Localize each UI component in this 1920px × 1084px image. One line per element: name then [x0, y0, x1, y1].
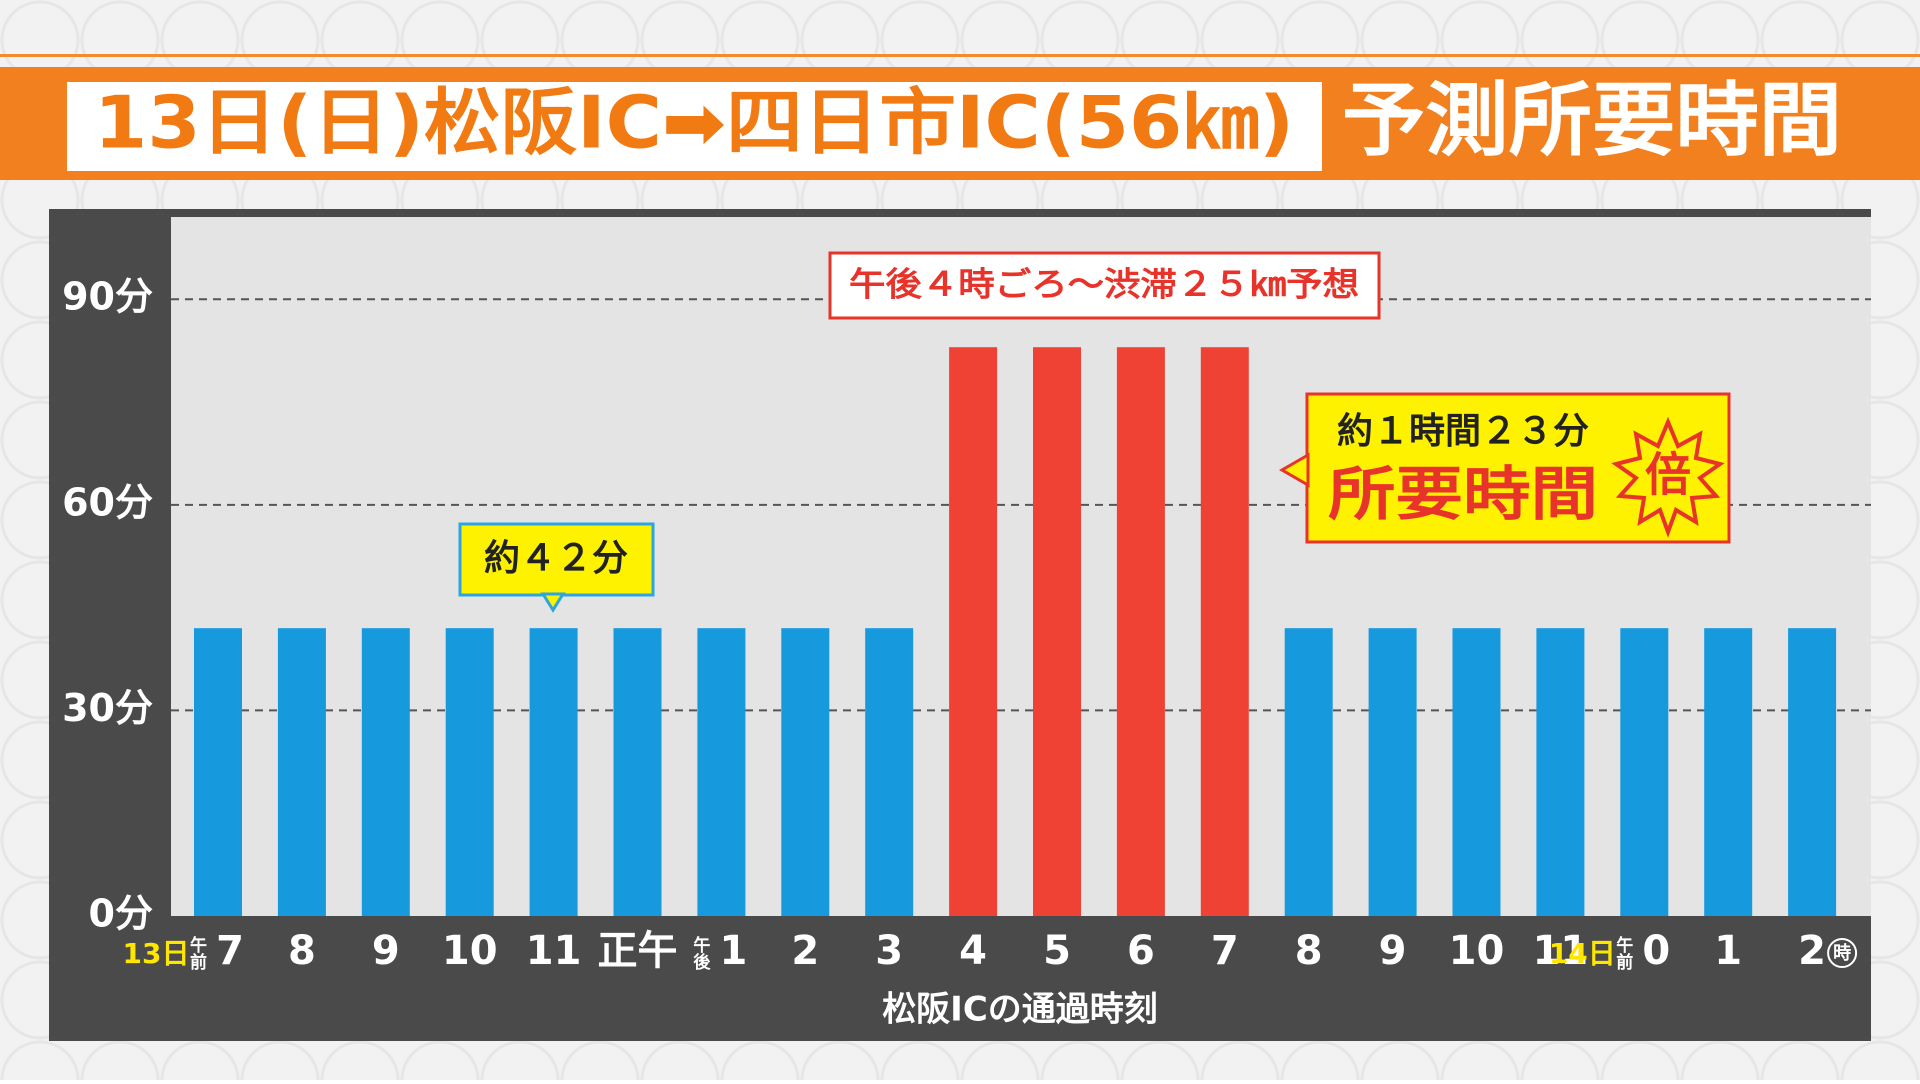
- x-tick-prefix: 午前: [1612, 935, 1633, 971]
- bar: [1452, 628, 1501, 916]
- annotation-badge: 倍: [1645, 448, 1691, 502]
- x-tick-label: 11: [1533, 928, 1589, 974]
- x-tick-label: 10: [1449, 928, 1505, 974]
- bar: [194, 628, 242, 916]
- x-tick-label: 3: [875, 928, 903, 974]
- x-tick-label: 9: [372, 928, 400, 974]
- x-tick-label: 1: [1714, 928, 1742, 974]
- title-box: [67, 82, 1322, 171]
- plot-area: [171, 217, 1871, 916]
- x-tick-label: 8: [288, 928, 316, 974]
- annotation-typical: 約４２分: [484, 538, 628, 579]
- x-tick-label: 7: [1211, 928, 1239, 974]
- x-tick-label: 5: [1043, 928, 1071, 974]
- y-tick-label: 90分: [62, 275, 153, 319]
- bar: [445, 628, 494, 916]
- bar: [1704, 628, 1753, 916]
- x-tick-label: 2: [791, 928, 819, 974]
- x-tick-label: 正午: [598, 928, 678, 974]
- annotation-peak-label: 所要時間: [1328, 460, 1598, 528]
- x-tick-label: 1: [719, 928, 747, 974]
- y-tick-label: 30分: [62, 686, 153, 730]
- bar: [1368, 628, 1417, 916]
- x-tick-label: 8: [1295, 928, 1323, 974]
- bar: [1033, 347, 1081, 916]
- bar: [1200, 347, 1249, 916]
- x-tick-label: 4: [959, 928, 987, 974]
- bar: [1536, 628, 1585, 916]
- bar: [697, 628, 746, 916]
- bar: [781, 628, 830, 916]
- bar: [1284, 628, 1333, 916]
- x-tick-label: 7: [216, 928, 244, 974]
- x-date-label: 14日: [1549, 937, 1616, 970]
- annotation-pointer: [540, 592, 566, 613]
- bar: [613, 628, 662, 916]
- x-tick-label: 10: [442, 928, 498, 974]
- annotation-peak-time: 約１時間２３分: [1337, 411, 1589, 452]
- y-tick-label: 0分: [89, 892, 153, 936]
- chart-title: 13日(日)松阪IC➡四日市IC(56㎞): [94, 81, 1294, 165]
- x-unit-badge: [1827, 938, 1858, 968]
- badge-burst: [1611, 416, 1725, 538]
- x-tick-label: 6: [1127, 928, 1155, 974]
- x-tick-label: 2: [1798, 928, 1826, 974]
- annotation-box: [458, 522, 655, 597]
- x-tick-prefix: 午前: [186, 935, 207, 971]
- x-tick-label: 9: [1379, 928, 1407, 974]
- x-date-label: 13日: [123, 937, 190, 970]
- annotation-box: [828, 251, 1381, 320]
- x-axis-title: 松阪ICの通過時刻: [882, 990, 1158, 1030]
- bar: [277, 628, 326, 916]
- bar: [865, 628, 914, 916]
- annotation-jam: 午後４時ごろ～渋滞２５㎞予想: [849, 265, 1359, 304]
- bar: [949, 347, 998, 916]
- x-unit: 時: [1833, 943, 1851, 964]
- bar: [361, 628, 410, 916]
- top-rule: [0, 54, 1920, 57]
- annotation-pointer: [1278, 452, 1310, 488]
- bar: [1620, 628, 1669, 916]
- x-tick-label: 11: [526, 928, 582, 974]
- y-tick-label: 60分: [62, 480, 153, 524]
- bar: [1116, 347, 1165, 916]
- chart-subtitle: 予測所要時間: [1342, 74, 1842, 167]
- x-tick-label: 0: [1642, 928, 1670, 974]
- bar: [529, 628, 578, 916]
- x-tick-prefix: 午後: [689, 935, 710, 971]
- bar: [1788, 628, 1837, 916]
